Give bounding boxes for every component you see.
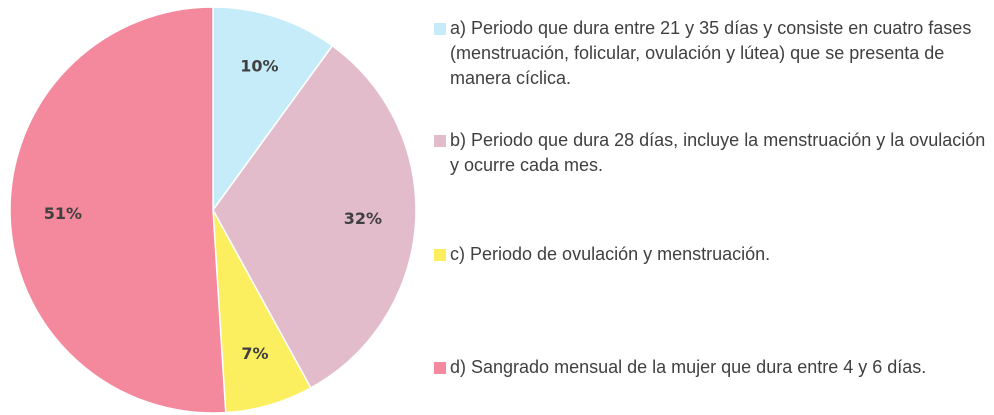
data-label: 10%: [240, 57, 278, 76]
slice: [212, 44, 417, 389]
legend-item: c) Periodo de ovulación y menstruación.: [434, 242, 990, 267]
data-label: 51%: [44, 204, 82, 223]
legend-label: a) Periodo que dura entre 21 y 35 días y…: [450, 18, 972, 88]
data-label: 7%: [241, 344, 268, 363]
legend-label: c) Periodo de ovulación y menstruación.: [450, 244, 771, 264]
legend-item: a) Periodo que dura entre 21 y 35 días y…: [434, 16, 990, 91]
slice: [9, 6, 227, 414]
legend-item: d) Sangrado mensual de la mujer que dura…: [434, 355, 990, 380]
slice: [212, 6, 334, 213]
legend-swatch: [434, 135, 446, 147]
data-label: 32%: [344, 209, 382, 228]
legend-swatch: [434, 362, 446, 374]
legend-item: b) Periodo que dura 28 días, incluye la …: [434, 128, 990, 178]
legend-swatch: [434, 23, 446, 35]
legend-label: b) Periodo que dura 28 días, incluye la …: [450, 130, 986, 175]
legend-label: d) Sangrado mensual de la mujer que dura…: [450, 357, 927, 377]
legend-swatch: [434, 249, 446, 261]
pie: 10% 32% 7% 51%: [9, 6, 417, 414]
